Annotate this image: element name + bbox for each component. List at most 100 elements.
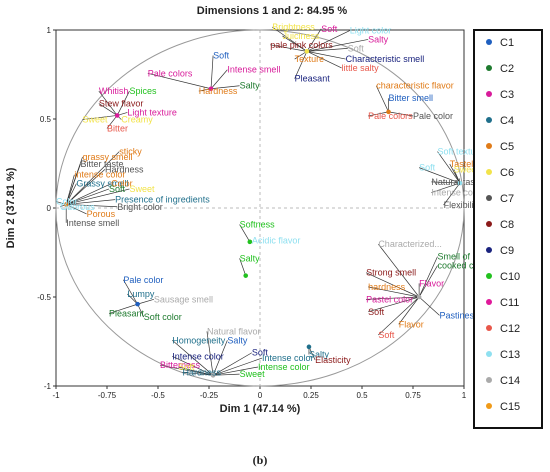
legend-swatch (486, 91, 492, 97)
attribute-label: pale pink colors (270, 40, 333, 50)
attribute-label: Bitter (107, 123, 128, 133)
x-axis-label: Dim 1 (47.14 %) (220, 403, 301, 415)
leader-line (239, 258, 247, 276)
legend-swatch (486, 403, 492, 409)
cluster-point (247, 239, 253, 245)
x-tick-label: 0.25 (303, 391, 319, 400)
leader-line (65, 174, 75, 205)
x-tick-label: -0.75 (98, 391, 117, 400)
y-tick-label: -0.5 (37, 293, 51, 302)
attribute-label: Soft (213, 50, 230, 60)
leader-line (206, 331, 214, 376)
y-tick-label: 0.5 (40, 115, 52, 124)
attribute-label: Pale color (413, 111, 453, 121)
attribute-label: Pastiness (440, 310, 480, 320)
attribute-label: Brightness (272, 22, 315, 32)
x-tick-label: -0.5 (151, 391, 165, 400)
correlation-circle (55, 29, 465, 387)
legend-entry: C10 (500, 271, 520, 283)
leader-line (443, 182, 461, 206)
attribute-label: Color (111, 179, 133, 189)
legend-entry: C1 (500, 37, 514, 49)
attribute-label: Flavor (399, 319, 424, 329)
y-tick-label: 0 (47, 204, 52, 213)
attribute-label: Spices (129, 86, 157, 96)
attribute-label: Strong smell (366, 268, 416, 278)
attribute-label: Juiciness (282, 31, 320, 41)
leader-line (431, 182, 461, 193)
attribute-label: Soft (368, 307, 385, 317)
attribute-label: Soft (109, 184, 126, 194)
attribute-label: Whitish (99, 86, 129, 96)
cluster-point (243, 273, 249, 278)
leader-line (66, 199, 116, 205)
legend-swatch (486, 39, 492, 45)
attribute-label: Presence of ingredients (115, 195, 210, 205)
leader-line (431, 181, 460, 184)
leader-line (368, 286, 420, 298)
attribute-label: Homogeneity (172, 335, 226, 345)
legend-swatch (486, 325, 492, 331)
attribute-label: Hardness (199, 86, 238, 96)
leader-line (123, 279, 138, 305)
cluster-point (208, 86, 214, 92)
leader-line (182, 371, 214, 376)
leader-line (213, 366, 259, 376)
leader-line (418, 167, 461, 184)
leader-line (106, 115, 118, 129)
leader-line (306, 39, 369, 52)
cluster-point (386, 109, 391, 115)
leader-line (378, 296, 420, 336)
attribute-label: Soft (378, 330, 395, 340)
leader-line (398, 296, 420, 325)
legend-swatch (486, 117, 492, 123)
cluster-point (304, 49, 310, 54)
attribute-label: Bitter smell (389, 93, 434, 103)
attribute-label: Texture (295, 54, 325, 64)
attribute-label: Pleasant (295, 74, 331, 84)
figure-caption: (b) (253, 453, 268, 467)
attribute-label: Sweet (83, 115, 109, 125)
attribute-label: Natural flavor (207, 326, 261, 336)
leader-line (418, 265, 438, 298)
leader-line (137, 299, 155, 305)
attribute-label: Sausage smell (154, 294, 213, 304)
attribute-label: Light texture (127, 107, 177, 117)
attribute-label: Salty (368, 34, 389, 44)
legend-entry: C12 (500, 323, 520, 335)
leader-line (116, 90, 130, 116)
attribute-label: Softness (240, 220, 276, 230)
attribute-label: Soft (321, 24, 338, 34)
attribute-label: Flavor (419, 278, 444, 288)
leader-line (418, 296, 440, 316)
legend-swatch (486, 377, 492, 383)
attribute-label: Bitter taste (80, 159, 123, 169)
legend-entry: C9 (500, 245, 514, 257)
leader-line (437, 151, 461, 184)
legend-box (473, 29, 543, 429)
leader-line (65, 169, 106, 205)
attribute-label: Soft (178, 362, 195, 372)
leader-line (368, 296, 420, 313)
attribute-label: Light color (350, 26, 392, 36)
leader-line (239, 224, 251, 242)
attribute-label: Creamy (121, 115, 153, 125)
x-tick-label: 0.5 (356, 391, 368, 400)
legend-swatch (486, 351, 492, 357)
legend-entry: C3 (500, 89, 514, 101)
attribute-label: Hardness (182, 367, 221, 377)
leader-line (159, 364, 214, 376)
attribute-label: Soft (419, 163, 436, 173)
cluster-point (63, 202, 69, 207)
leader-line (66, 204, 87, 215)
leader-line (66, 183, 112, 205)
attribute-label: Tasteless (450, 159, 488, 169)
attribute-label: Salty (227, 335, 248, 345)
legend-entry: C8 (500, 219, 514, 231)
leader-line (65, 163, 81, 205)
leader-line (365, 272, 420, 298)
cluster-point (416, 294, 422, 300)
leader-line (306, 28, 322, 52)
attribute-label: Stew flavor (99, 99, 144, 109)
